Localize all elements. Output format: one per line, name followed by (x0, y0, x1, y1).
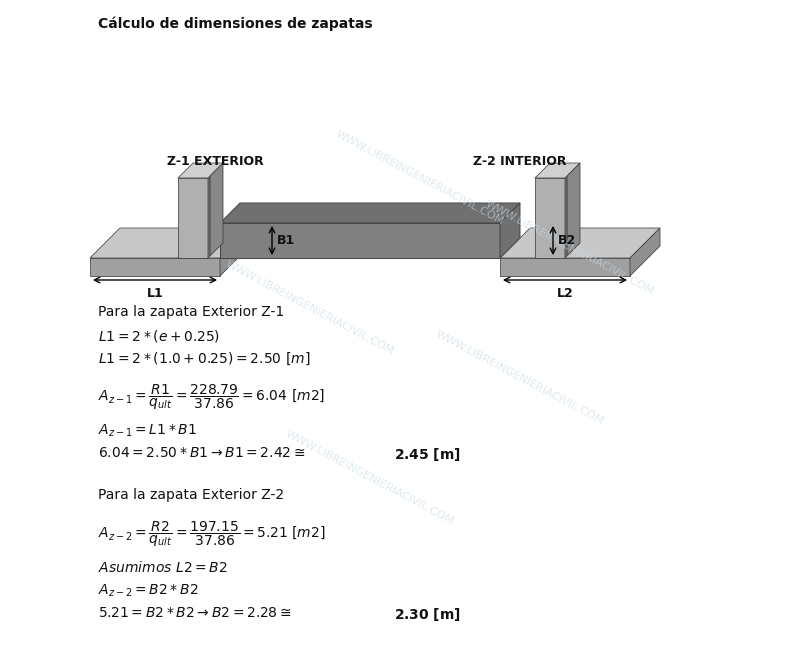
Polygon shape (500, 258, 630, 276)
Polygon shape (220, 203, 520, 223)
Text: $A_{z-1} = L1 * B1$: $A_{z-1} = L1 * B1$ (98, 423, 197, 440)
Text: B1: B1 (277, 234, 296, 247)
Polygon shape (208, 175, 211, 258)
Text: WWW.LIBREINGENIERIACIVIL.COM: WWW.LIBREINGENIERIACIVIL.COM (434, 329, 606, 427)
Polygon shape (220, 228, 250, 276)
Text: WWW.LIBREINGENIERIACIVIL.COM: WWW.LIBREINGENIERIACIVIL.COM (284, 429, 456, 527)
Text: Cálculo de dimensiones de zapatas: Cálculo de dimensiones de zapatas (98, 16, 372, 31)
Text: $A_{z-1} = \dfrac{R1}{q_{ult}} = \dfrac{228.79}{37.86} = 6.04\ [m2]$: $A_{z-1} = \dfrac{R1}{q_{ult}} = \dfrac{… (98, 383, 325, 412)
Polygon shape (208, 163, 223, 258)
Polygon shape (90, 258, 220, 276)
Polygon shape (220, 223, 500, 258)
Text: $\mathbf{2.45\ [m]}$: $\mathbf{2.45\ [m]}$ (394, 446, 461, 463)
Polygon shape (178, 163, 223, 178)
Polygon shape (565, 175, 568, 258)
Text: $A_{z-2} = B2 * B2$: $A_{z-2} = B2 * B2$ (98, 583, 199, 599)
Text: $Asumimos\ L2 = B2$: $Asumimos\ L2 = B2$ (98, 560, 227, 575)
Polygon shape (565, 163, 580, 258)
Polygon shape (535, 163, 580, 178)
Text: Z-2 INTERIOR: Z-2 INTERIOR (473, 155, 567, 168)
Polygon shape (500, 228, 660, 258)
Text: $L1 = 2 * (e + 0.25)$: $L1 = 2 * (e + 0.25)$ (98, 328, 220, 344)
Text: WWW.LIBREINGENIERIACIVIL.COM: WWW.LIBREINGENIERIACIVIL.COM (484, 199, 656, 297)
Text: $6.04 = 2.50 * B1 \rightarrow B1 = 2.42 \cong\ $: $6.04 = 2.50 * B1 \rightarrow B1 = 2.42 … (98, 446, 306, 460)
Text: WWW.LIBREINGENIERIACIVIL.COM: WWW.LIBREINGENIERIACIVIL.COM (224, 259, 396, 357)
Text: $5.21 = B2 * B2 \rightarrow B2 = 2.28 \cong\ $: $5.21 = B2 * B2 \rightarrow B2 = 2.28 \c… (98, 606, 292, 620)
Polygon shape (500, 203, 520, 258)
Polygon shape (630, 228, 660, 276)
Text: $\mathbf{2.30\ [m]}$: $\mathbf{2.30\ [m]}$ (394, 606, 461, 623)
Polygon shape (178, 178, 208, 258)
Polygon shape (535, 178, 565, 258)
Text: $A_{z-2} = \dfrac{R2}{q_{ult}} = \dfrac{197.15}{37.86} = 5.21\ [m2]$: $A_{z-2} = \dfrac{R2}{q_{ult}} = \dfrac{… (98, 520, 325, 549)
Text: Para la zapata Exterior Z-1: Para la zapata Exterior Z-1 (98, 305, 284, 319)
Text: WWW.LIBREINGENIERIACIVIL.COM: WWW.LIBREINGENIERIACIVIL.COM (334, 129, 506, 227)
Text: L1: L1 (147, 287, 163, 300)
Polygon shape (90, 228, 250, 258)
Text: Para la zapata Exterior Z-2: Para la zapata Exterior Z-2 (98, 488, 284, 502)
Text: L2: L2 (557, 287, 574, 300)
Text: Z-1 EXTERIOR: Z-1 EXTERIOR (167, 155, 264, 168)
Text: B2: B2 (558, 234, 576, 247)
Text: $L1 = 2 * (1.0 + 0.25) = 2.50\ [m]$: $L1 = 2 * (1.0 + 0.25) = 2.50\ [m]$ (98, 351, 311, 367)
